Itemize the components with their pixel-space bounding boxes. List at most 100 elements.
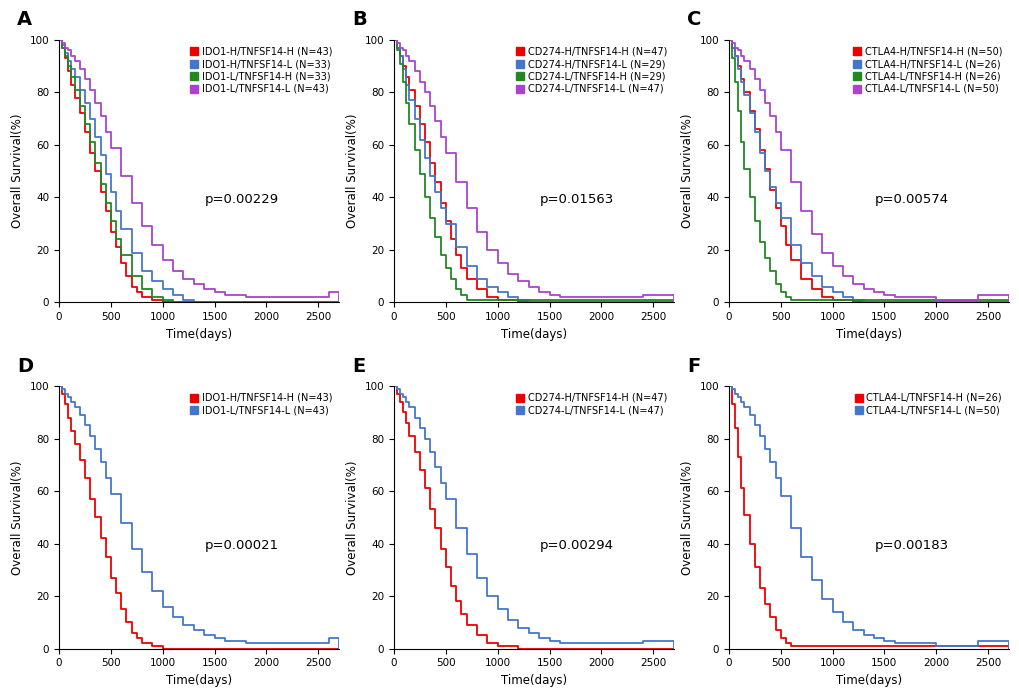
CD274-H/TNFSF14-H (N=47) [512,298,524,306]
IDO1-L/TNFSF14-H (N=33) [115,251,127,260]
CTLA4-L/TNFSF14-H (N=26) [785,295,797,304]
CD274-H/TNFSF14-L (N=29) [471,274,483,283]
CD274-L/TNFSF14-L (N=47) [434,479,446,487]
IDO1-L/TNFSF14-L (N=43) [157,256,169,265]
CTLA4-H/TNFSF14-L (N=26) [836,293,848,302]
IDO1-H/TNFSF14-H (N=43) [68,94,81,102]
IDO1-L/TNFSF14-H (N=33) [78,119,91,128]
CD274-L/TNFSF14-L (N=47) [409,67,421,75]
CD274-H/TNFSF14-H (N=47) [424,505,436,514]
CTLA4-L/TNFSF14-H (N=26) [748,563,760,572]
Y-axis label: Overall Survival(%): Overall Survival(%) [345,114,359,228]
IDO1-H/TNFSF14-H (N=43) [56,43,68,52]
IDO1-H/TNFSF14-L (N=33) [95,151,107,160]
CD274-H/TNFSF14-L (N=29) [429,188,441,196]
CD274-H/TNFSF14-H (N=47) [460,274,472,283]
CD274-L/TNFSF14-L (N=47) [460,204,472,212]
IDO1-L/TNFSF14-L (N=43) [167,267,179,275]
IDO1-H/TNFSF14-L (N=33) [157,285,169,293]
IDO1-H/TNFSF14-H (N=43) [136,293,148,302]
IDO1-L/TNFSF14-L (N=43) [53,382,65,390]
IDO1-L/TNFSF14-H (N=33) [73,101,86,110]
CTLA4-H/TNFSF14-H (N=50) [738,88,750,96]
CD274-H/TNFSF14-L (N=29) [387,36,399,44]
CTLA4-H/TNFSF14-H (N=50) [815,293,827,302]
CD274-H/TNFSF14-H (N=47) [403,86,415,94]
X-axis label: Time(days): Time(days) [166,674,232,687]
IDO1-L/TNFSF14-L (N=43) [322,634,334,642]
IDO1-L/TNFSF14-L (N=43) [322,288,334,296]
CD274-L/TNFSF14-L (N=47) [501,616,514,624]
CD274-H/TNFSF14-H (N=47) [424,159,436,168]
CD274-L/TNFSF14-L (N=47) [667,644,680,653]
CTLA4-H/TNFSF14-L (N=26) [735,77,747,86]
IDO1-L/TNFSF14-L (N=43) [95,112,107,120]
CTLA4-L/TNFSF14-H (N=26) [773,634,786,642]
CTLA4-L/TNFSF14-H (N=26) [763,613,775,621]
CD274-L/TNFSF14-L (N=47) [553,293,566,302]
IDO1-H/TNFSF14-L (N=33) [187,298,200,306]
CD274-L/TNFSF14-L (N=47) [471,228,483,236]
IDO1-L/TNFSF14-H (N=33) [53,36,65,44]
IDO1-H/TNFSF14-H (N=43) [84,149,96,157]
IDO1-H/TNFSF14-L (N=33) [105,188,117,196]
CD274-L/TNFSF14-H (N=29) [460,295,472,304]
CTLA4-H/TNFSF14-L (N=26) [732,65,744,73]
IDO1-L/TNFSF14-L (N=43) [146,587,158,595]
CTLA4-L/TNFSF14-H (N=26) [763,267,775,275]
IDO1-H/TNFSF14-H (N=43) [89,513,101,521]
Text: p=0.00574: p=0.00574 [873,193,948,206]
CTLA4-L/TNFSF14-L (N=50) [729,43,741,52]
CTLA4-L/TNFSF14-H (N=26) [735,484,747,493]
CTLA4-L/TNFSF14-L (N=50) [743,65,755,73]
IDO1-L/TNFSF14-L (N=43) [78,75,91,84]
CD274-H/TNFSF14-H (N=47) [399,73,412,81]
Text: F: F [686,357,699,376]
CTLA4-H/TNFSF14-L (N=26) [857,298,869,306]
CD274-H/TNFSF14-H (N=47) [429,524,441,532]
CD274-H/TNFSF14-L (N=29) [501,293,514,302]
IDO1-H/TNFSF14-H (N=43) [56,389,68,398]
CTLA4-L/TNFSF14-L (N=50) [732,46,744,54]
CTLA4-L/TNFSF14-L (N=50) [768,128,781,136]
IDO1-L/TNFSF14-H (N=33) [59,52,71,60]
Line: CD274-H/TNFSF14-H (N=47): CD274-H/TNFSF14-H (N=47) [393,386,674,648]
CD274-H/TNFSF14-H (N=47) [667,644,680,653]
CD274-L/TNFSF14-L (N=47) [429,463,441,472]
IDO1-L/TNFSF14-L (N=43) [89,445,101,453]
IDO1-H/TNFSF14-L (N=33) [110,207,122,215]
CD274-L/TNFSF14-L (N=47) [667,298,680,306]
IDO1-L/TNFSF14-L (N=43) [115,519,127,527]
CTLA4-H/TNFSF14-H (N=50) [867,298,879,306]
CTLA4-H/TNFSF14-H (N=50) [779,240,791,248]
CD274-L/TNFSF14-L (N=47) [414,424,426,432]
IDO1-H/TNFSF14-H (N=43) [89,167,101,175]
CTLA4-H/TNFSF14-H (N=50) [753,146,765,154]
Legend: CD274-H/TNFSF14-H (N=47), CD274-L/TNFSF14-L (N=47): CD274-H/TNFSF14-H (N=47), CD274-L/TNFSF1… [514,391,668,417]
Line: IDO1-H/TNFSF14-L (N=33): IDO1-H/TNFSF14-L (N=33) [59,40,338,302]
CTLA4-L/TNFSF14-L (N=50) [847,280,859,288]
IDO1-H/TNFSF14-H (N=43) [65,80,77,89]
IDO1-H/TNFSF14-L (N=33) [115,225,127,233]
CD274-H/TNFSF14-L (N=29) [409,114,421,123]
Text: E: E [352,357,365,376]
CD274-L/TNFSF14-L (N=47) [533,634,545,642]
CTLA4-L/TNFSF14-L (N=50) [1002,298,1014,306]
CD274-L/TNFSF14-L (N=47) [553,639,566,648]
CTLA4-H/TNFSF14-L (N=26) [768,198,781,207]
Line: CD274-H/TNFSF14-L (N=29): CD274-H/TNFSF14-L (N=29) [393,40,674,302]
Y-axis label: Overall Survival(%): Overall Survival(%) [11,114,24,228]
CD274-L/TNFSF14-L (N=47) [414,77,426,86]
Y-axis label: Overall Survival(%): Overall Survival(%) [345,460,359,574]
CTLA4-L/TNFSF14-L (N=50) [836,618,848,627]
CD274-H/TNFSF14-H (N=47) [491,295,503,304]
CD274-H/TNFSF14-L (N=29) [449,243,462,251]
CD274-L/TNFSF14-L (N=47) [403,57,415,65]
CTLA4-L/TNFSF14-L (N=50) [825,262,838,270]
CD274-L/TNFSF14-L (N=47) [429,117,441,126]
CTLA4-L/TNFSF14-L (N=50) [735,52,747,60]
IDO1-L/TNFSF14-L (N=43) [239,293,252,302]
Line: CD274-L/TNFSF14-L (N=47): CD274-L/TNFSF14-L (N=47) [393,386,674,648]
IDO1-H/TNFSF14-H (N=43) [157,298,169,306]
CTLA4-L/TNFSF14-L (N=50) [888,293,900,302]
